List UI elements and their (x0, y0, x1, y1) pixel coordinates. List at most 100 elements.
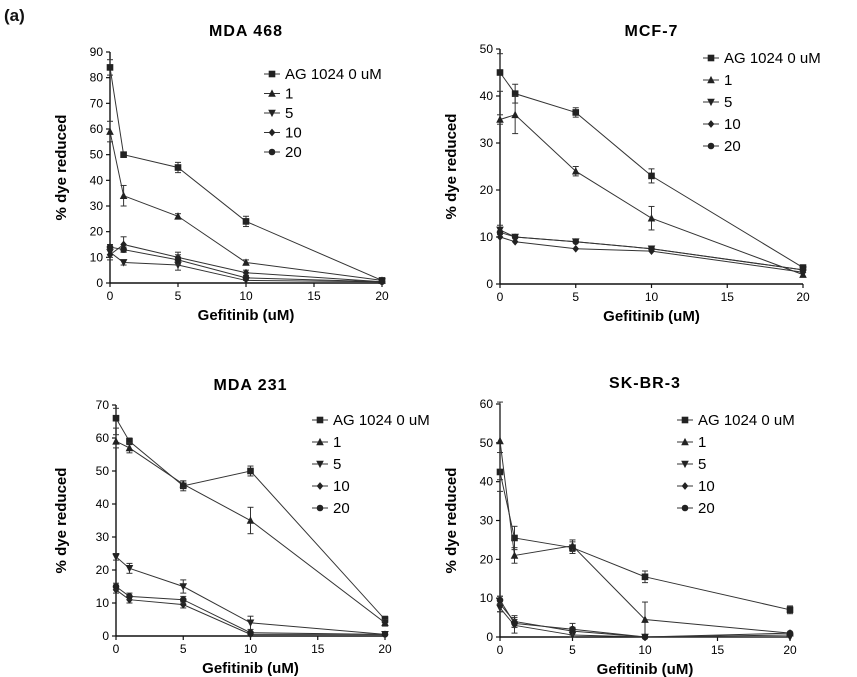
x-tick-label: 10 (244, 642, 258, 656)
data-point (120, 151, 127, 158)
x-tick-label: 5 (180, 642, 187, 656)
x-tick-label: 5 (569, 643, 576, 657)
data-point (496, 115, 504, 123)
y-tick-label: 10 (480, 230, 494, 244)
legend-label: 10 (333, 478, 350, 495)
series-20 (112, 582, 389, 638)
series-ag-1024-0-um (496, 53, 807, 271)
data-point (510, 551, 519, 559)
y-tick-label: 0 (102, 629, 109, 643)
legend-marker (681, 460, 689, 469)
x-tick-label: 20 (378, 642, 392, 656)
data-point (496, 229, 504, 236)
data-point (119, 259, 128, 267)
legend-marker (681, 482, 689, 490)
legend-marker (316, 416, 324, 424)
data-point (179, 583, 188, 591)
legend-marker (681, 416, 689, 424)
legend-marker (707, 54, 715, 62)
legend-label: 5 (285, 105, 293, 122)
legend-marker (316, 437, 324, 446)
data-point (112, 553, 120, 561)
data-point (119, 191, 128, 200)
y-tick-label: 70 (96, 398, 110, 412)
series-20 (106, 243, 386, 286)
x-tick-label: 0 (497, 643, 504, 657)
data-point (378, 278, 386, 286)
x-tick-label: 20 (796, 290, 810, 304)
series-line (109, 131, 383, 281)
chart-title: MDA 468 (209, 23, 283, 40)
data-point (106, 250, 114, 259)
y-tick-label: 10 (96, 596, 110, 610)
legend-marker (268, 128, 276, 137)
data-point (174, 256, 182, 264)
legend-label: 10 (285, 125, 302, 142)
x-tick-label: 15 (721, 290, 735, 304)
series-ag-1024-0-um (496, 452, 794, 615)
legend-label: 10 (698, 478, 715, 495)
panel-label: (a) (4, 6, 25, 25)
data-point (511, 110, 519, 119)
legend-marker (707, 98, 715, 107)
y-tick-label: 60 (90, 122, 104, 136)
data-point (179, 480, 188, 488)
x-tick-label: 20 (375, 289, 389, 303)
data-point (572, 238, 580, 245)
series-ag-1024-0-um (106, 59, 386, 284)
y-tick-label: 10 (90, 250, 104, 264)
data-point (496, 69, 504, 76)
legend-label: AG 1024 0 uM (698, 412, 795, 429)
legend-marker (707, 120, 715, 128)
data-point (786, 629, 794, 637)
legend-marker (268, 89, 276, 97)
data-point (648, 172, 655, 180)
y-axis-label: % dye reduced (53, 468, 70, 574)
x-tick-label: 0 (107, 289, 114, 303)
y-tick-label: 70 (90, 96, 104, 110)
data-point (112, 437, 120, 445)
series-line (499, 471, 791, 611)
y-tick-label: 20 (480, 552, 494, 566)
data-point (511, 90, 519, 97)
data-point (246, 619, 255, 627)
data-point (174, 164, 182, 171)
y-tick-label: 20 (480, 183, 494, 197)
legend-label: 1 (698, 434, 706, 451)
legend-label: 10 (724, 116, 741, 133)
data-point (106, 243, 114, 251)
chart-title: SK-BR-3 (609, 375, 681, 392)
series-5 (112, 553, 389, 639)
y-tick-label: 10 (480, 591, 494, 605)
legend-label: 5 (333, 456, 341, 473)
data-point (120, 246, 127, 253)
y-tick-label: 40 (90, 173, 104, 187)
series-20 (496, 229, 807, 274)
data-point (799, 266, 807, 274)
data-point (126, 438, 133, 445)
legend-label: 20 (333, 500, 350, 517)
x-tick-label: 10 (239, 289, 253, 303)
legend-marker (268, 109, 276, 118)
legend: AG 1024 0 uM 1 5 10 20 (264, 66, 382, 161)
series-1 (496, 95, 807, 278)
y-tick-label: 30 (90, 199, 104, 213)
data-point (174, 212, 182, 220)
data-point (641, 633, 649, 641)
data-point (381, 631, 389, 638)
y-tick-label: 40 (480, 89, 494, 103)
data-point (120, 240, 127, 249)
x-tick-label: 5 (175, 289, 182, 303)
chart-title: MCF-7 (625, 23, 679, 40)
data-point (641, 615, 649, 623)
data-point (106, 64, 114, 71)
data-point (496, 436, 504, 445)
data-point (647, 214, 656, 222)
x-tick-label: 15 (311, 642, 325, 656)
legend-label: 1 (724, 72, 732, 89)
y-tick-label: 50 (96, 464, 110, 478)
